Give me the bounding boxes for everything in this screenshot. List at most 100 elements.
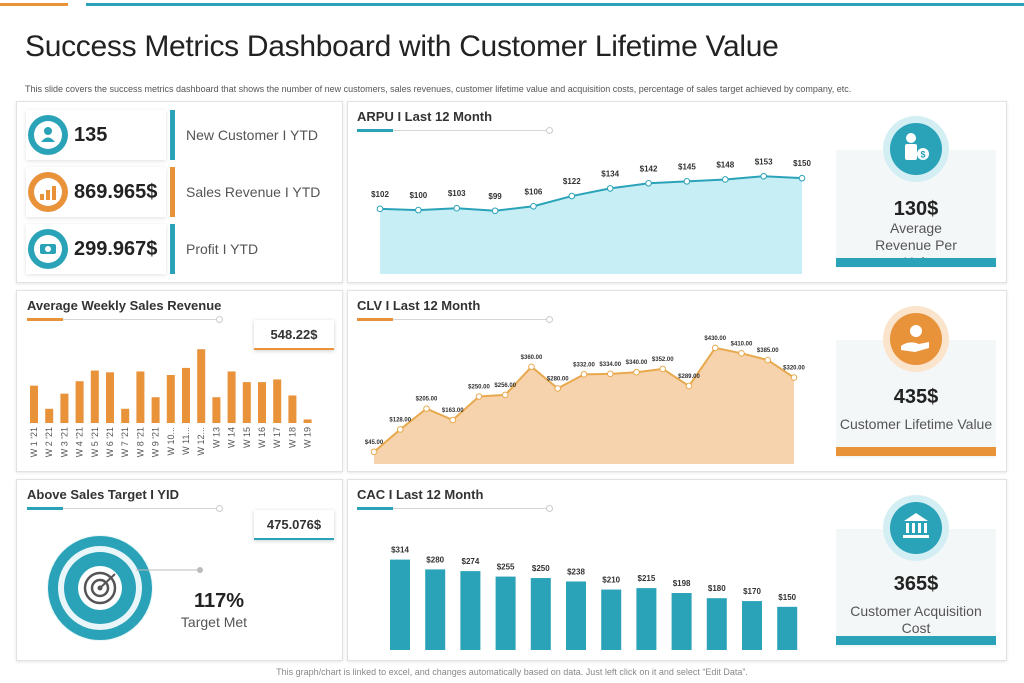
title-rule-dot [216, 505, 223, 512]
title-rule [393, 508, 548, 509]
data-label: $410.00 [731, 341, 753, 347]
weekly-bar [30, 385, 38, 423]
data-label: $106 [525, 187, 543, 196]
series-line [379, 175, 803, 212]
weekly-tick-label: W 17 [272, 427, 282, 448]
weekly-bar [242, 382, 251, 423]
weekly-tick-label: W 2 '21 [44, 427, 54, 457]
weekly-bar [45, 408, 54, 423]
data-label: $102 [371, 190, 389, 199]
svg-text:$: $ [920, 150, 925, 160]
weekly-tick-label: W 9 '21 [151, 427, 161, 457]
title-rule [393, 319, 548, 320]
data-label: $250.00 [468, 385, 490, 391]
cac-bar [601, 589, 622, 650]
data-label: $274 [462, 557, 480, 566]
cac-chart: $314 $280 $274 $255 $250 $238 $210 $215 $198 $180… [390, 546, 798, 650]
weekly-tick-label: W 13 [211, 427, 221, 448]
data-point [721, 176, 729, 183]
data-label: $198 [673, 579, 691, 588]
area-fill [374, 347, 794, 464]
data-point [396, 426, 404, 433]
weekly-sales-title: Average Weekly Sales Revenue [27, 298, 222, 313]
cac-bar [425, 569, 446, 650]
weekly-tick-label: W 16 [257, 427, 267, 448]
arpu-title: ARPU I Last 12 Month [357, 109, 493, 124]
data-label: $334.00 [599, 362, 621, 368]
weekly-bar [136, 371, 145, 423]
data-label: $340.00 [626, 360, 648, 366]
data-label: $122 [563, 177, 581, 186]
cac-bar [777, 606, 798, 650]
weekly-tick-label: W 6 '21 [105, 427, 115, 457]
weekly-sales-badge: 548.22$ [254, 320, 334, 350]
cac-card-label: Customer Acquisition Cost [850, 603, 982, 636]
title-underline [27, 507, 63, 510]
kpi-value: 299.967$ [74, 238, 158, 260]
data-point [683, 178, 691, 185]
weekly-tick-label: W 11... [181, 427, 191, 455]
kpi-value: 869.965$ [74, 181, 158, 203]
weekly-bar [75, 381, 84, 423]
target-percent: 117% [193, 590, 245, 612]
clv-title: CLV I Last 12 Month [357, 298, 481, 313]
money-icon [28, 229, 68, 269]
title-underline [357, 507, 393, 510]
data-label: $150 [778, 593, 796, 602]
data-label: $128.00 [389, 417, 411, 423]
data-point [738, 350, 745, 357]
data-point [685, 382, 693, 390]
data-label: $385.00 [757, 348, 779, 354]
weekly-bar [106, 372, 114, 423]
weekly-bar [60, 393, 69, 423]
data-label: $280.00 [547, 376, 569, 382]
data-point [568, 192, 576, 200]
data-label: $210 [602, 576, 620, 585]
data-point [645, 179, 652, 187]
data-point [760, 172, 767, 180]
cac-bar [671, 593, 692, 650]
weekly-bar [151, 397, 160, 423]
data-label: $255 [497, 563, 515, 572]
title-underline [357, 318, 393, 321]
weekly-bar [182, 367, 190, 423]
data-label: $180 [708, 584, 726, 593]
data-label: $163.00 [442, 408, 464, 414]
data-label: $280 [426, 555, 444, 564]
cac-card-value: 365$ [893, 573, 939, 595]
data-point [606, 185, 614, 192]
kpi-label: Sales Revenue I YTD [186, 184, 321, 200]
data-label: $45.00 [365, 440, 384, 446]
weekly-bar [273, 379, 282, 423]
clv-card-label: Customer Lifetime Value [839, 416, 993, 432]
data-label: $150 [793, 159, 811, 168]
arpu-card-bar [836, 258, 996, 267]
weekly-tick-label: W 3 '21 [59, 427, 69, 457]
kpi-divider [170, 224, 175, 274]
title-underline [27, 318, 63, 321]
cac-bar [495, 576, 516, 650]
data-label: $170 [743, 587, 761, 596]
person-money-icon: $ [883, 116, 949, 182]
data-point [528, 363, 535, 371]
page-subtitle: This slide covers the success metrics da… [25, 84, 852, 94]
kpi-row-customers: 135 [26, 110, 166, 160]
weekly-tick-label: W 18 [287, 427, 297, 448]
data-label: $360.00 [521, 355, 543, 361]
bank-icon [883, 495, 949, 561]
kpi-value: 135 [74, 124, 108, 146]
top-accent-orange [0, 3, 68, 6]
data-point [423, 405, 430, 412]
target-badge: 475.076$ [254, 510, 334, 540]
cac-bar [742, 601, 762, 650]
title-underline [357, 129, 393, 132]
page-title: Success Metrics Dashboard with Customer … [25, 30, 779, 63]
data-point [475, 393, 483, 400]
weekly-tick-label: W 1 '21 [29, 427, 39, 457]
target-donut [47, 535, 203, 641]
title-rule [63, 319, 218, 320]
data-label: $430.00 [704, 336, 726, 342]
data-label: $205.00 [416, 397, 438, 403]
data-label: $256.00 [494, 383, 516, 389]
weekly-bar [121, 408, 130, 423]
